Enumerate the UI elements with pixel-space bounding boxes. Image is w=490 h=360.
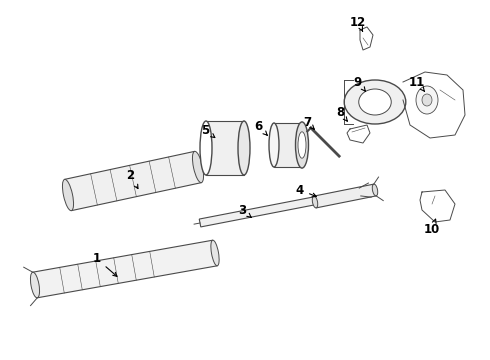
Text: 9: 9	[354, 76, 365, 91]
Ellipse shape	[422, 94, 432, 106]
Text: 11: 11	[409, 76, 425, 91]
Ellipse shape	[416, 86, 438, 114]
Ellipse shape	[30, 272, 40, 298]
Ellipse shape	[372, 184, 378, 196]
Polygon shape	[65, 151, 201, 211]
Text: 2: 2	[126, 168, 138, 189]
Text: 7: 7	[303, 116, 314, 129]
Text: 10: 10	[424, 219, 440, 235]
Polygon shape	[274, 123, 302, 167]
Ellipse shape	[238, 121, 250, 175]
Text: 1: 1	[93, 252, 117, 276]
Ellipse shape	[344, 80, 406, 124]
Ellipse shape	[193, 151, 203, 183]
Ellipse shape	[211, 240, 219, 266]
Polygon shape	[199, 188, 361, 227]
Ellipse shape	[312, 196, 318, 208]
Text: 8: 8	[336, 105, 347, 121]
Ellipse shape	[298, 132, 306, 158]
Text: 12: 12	[350, 15, 366, 31]
Ellipse shape	[359, 89, 391, 115]
Text: 6: 6	[254, 120, 267, 135]
Text: 5: 5	[201, 123, 215, 138]
Ellipse shape	[269, 123, 279, 167]
Ellipse shape	[200, 121, 212, 175]
Ellipse shape	[295, 122, 309, 168]
Text: 4: 4	[296, 184, 316, 197]
Ellipse shape	[62, 179, 74, 211]
Polygon shape	[206, 121, 244, 175]
Polygon shape	[314, 184, 376, 208]
Polygon shape	[33, 240, 217, 298]
Text: 3: 3	[238, 203, 251, 217]
